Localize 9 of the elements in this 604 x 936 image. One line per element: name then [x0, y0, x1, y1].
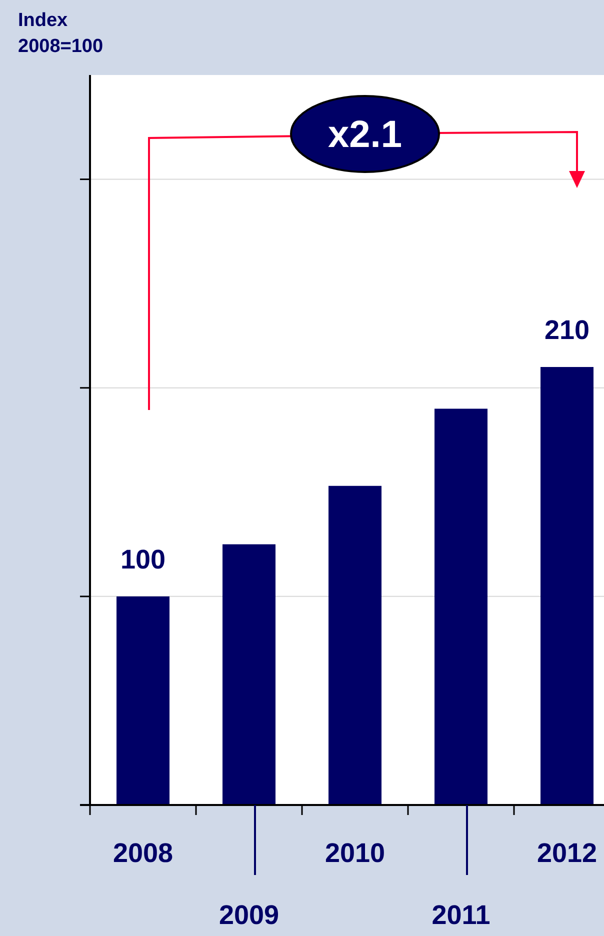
annotation: x2.1 [328, 114, 402, 156]
x-tick-label: 2012 [536, 838, 598, 868]
y-axis-title: Index 2008=100 [18, 10, 104, 57]
x-tick-label: 2010 [324, 838, 386, 868]
data-label: 100 [120, 544, 166, 574]
data-label: 210 [544, 315, 590, 345]
x-tick-label: 2011 [432, 900, 490, 930]
x-tick-label: 2009 [218, 900, 280, 930]
x-tick-label: 2008 [112, 838, 174, 868]
